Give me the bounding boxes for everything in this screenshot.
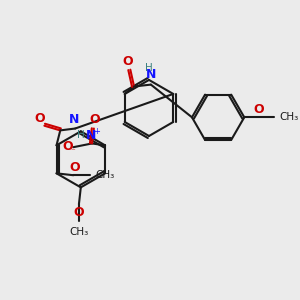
Text: O: O — [122, 55, 133, 68]
Text: CH₃: CH₃ — [96, 170, 115, 180]
Text: O: O — [89, 113, 100, 126]
Text: H: H — [77, 130, 85, 140]
Text: +: + — [93, 127, 100, 136]
Text: N: N — [86, 129, 96, 142]
Text: CH₃: CH₃ — [69, 226, 88, 237]
Text: O: O — [253, 103, 264, 116]
Text: CH₃: CH₃ — [280, 112, 299, 122]
Text: ⁻: ⁻ — [70, 147, 75, 156]
Text: O: O — [34, 112, 45, 125]
Text: O: O — [74, 206, 84, 219]
Text: N: N — [146, 68, 156, 81]
Text: O: O — [69, 161, 80, 174]
Text: H: H — [145, 63, 153, 74]
Text: O: O — [62, 140, 73, 153]
Text: N: N — [69, 113, 80, 126]
